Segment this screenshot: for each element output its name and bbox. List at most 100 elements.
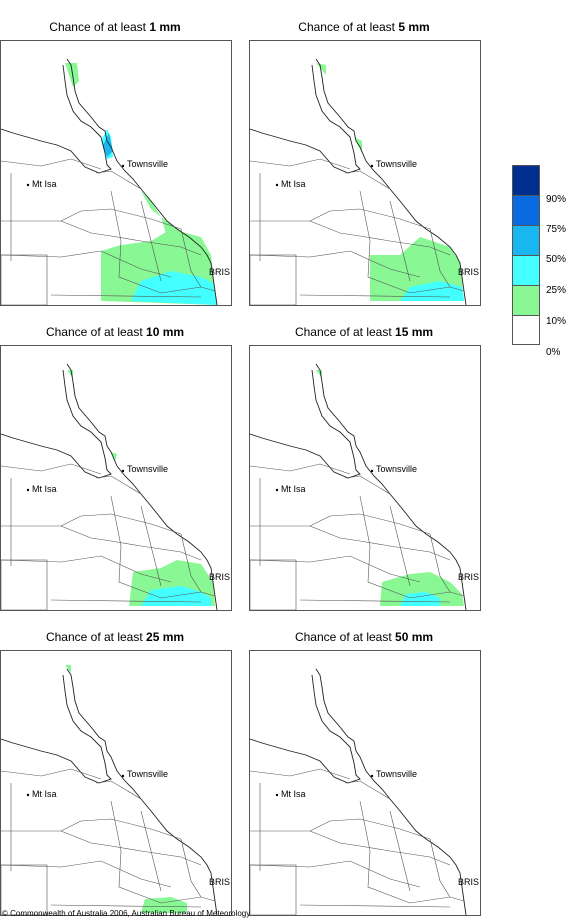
district-boundary bbox=[95, 170, 142, 190]
probability-field bbox=[65, 665, 71, 673]
district-boundary bbox=[250, 818, 431, 840]
panel-title-amount: 10 mm bbox=[146, 325, 185, 339]
border-inset bbox=[250, 559, 297, 610]
district-boundary bbox=[309, 525, 451, 561]
label-mt-isa: Mt Isa bbox=[32, 789, 57, 799]
mtisa-dot bbox=[275, 488, 279, 492]
townsville-dot bbox=[121, 774, 125, 778]
district-boundary bbox=[1, 555, 172, 583]
panel-title-amount: 15 mm bbox=[395, 325, 434, 339]
district-boundary bbox=[95, 780, 142, 800]
district-boundary bbox=[50, 904, 202, 908]
panel-title-6: Chance of at least 50 mm bbox=[249, 630, 479, 644]
district-boundary bbox=[140, 200, 162, 282]
label-townsville: Townsville bbox=[376, 464, 418, 474]
coastline-west bbox=[250, 674, 361, 784]
district-boundary bbox=[389, 810, 411, 892]
probability-field bbox=[400, 281, 464, 301]
probability-field bbox=[65, 63, 79, 87]
map-panel-2: Townsville Mt Isa BRIS bbox=[249, 40, 481, 306]
district-boundary bbox=[250, 768, 351, 780]
district-boundary bbox=[1, 818, 182, 840]
district-boundary bbox=[250, 463, 351, 475]
map-panel-1: Townsville Mt Isa BRIS bbox=[0, 40, 232, 306]
district-boundary bbox=[110, 190, 216, 294]
label-bris: BRIS bbox=[209, 267, 231, 277]
district-boundary bbox=[250, 860, 421, 888]
legend-label-10: 10% bbox=[546, 316, 567, 327]
district-boundary bbox=[1, 208, 182, 230]
legend-label-75: 75% bbox=[546, 224, 567, 235]
district-boundary bbox=[180, 533, 202, 593]
district-boundary bbox=[180, 838, 202, 898]
label-mt-isa: Mt Isa bbox=[32, 179, 57, 189]
legend-swatch-75 bbox=[512, 195, 540, 225]
probability-field bbox=[354, 137, 362, 153]
townsville-dot bbox=[121, 469, 125, 473]
district-boundary bbox=[140, 505, 162, 587]
legend bbox=[512, 165, 540, 345]
mtisa-dot bbox=[26, 793, 30, 797]
district-boundary bbox=[389, 505, 411, 587]
district-boundary bbox=[60, 525, 202, 561]
mtisa-dot bbox=[275, 793, 279, 797]
district-boundary bbox=[60, 220, 202, 256]
label-townsville: Townsville bbox=[376, 159, 418, 169]
legend-label-25: 25% bbox=[546, 285, 567, 296]
mtisa-dot bbox=[26, 183, 30, 187]
district-boundary bbox=[1, 463, 102, 475]
district-boundary bbox=[344, 475, 391, 495]
district-boundary bbox=[299, 904, 451, 908]
district-boundary bbox=[359, 495, 465, 599]
coastline bbox=[66, 668, 218, 915]
coastline-west bbox=[1, 64, 112, 174]
border-inset bbox=[1, 864, 48, 915]
panel-title-amount: 50 mm bbox=[395, 630, 434, 644]
panel-title-prefix: Chance of at least bbox=[298, 20, 399, 34]
label-townsville: Townsville bbox=[127, 464, 169, 474]
district-boundary bbox=[299, 294, 451, 298]
label-bris: BRIS bbox=[458, 267, 480, 277]
probability-field bbox=[161, 217, 181, 241]
townsville-dot bbox=[370, 164, 374, 168]
district-boundary bbox=[429, 838, 451, 898]
coastline-west bbox=[250, 369, 361, 479]
label-mt-isa: Mt Isa bbox=[281, 789, 306, 799]
district-boundary bbox=[180, 228, 202, 288]
townsville-dot bbox=[370, 774, 374, 778]
panel-title-prefix: Chance of at least bbox=[45, 325, 147, 339]
probability-field bbox=[141, 191, 161, 217]
panel-title-1: Chance of at least 1 mm bbox=[0, 20, 230, 34]
district-boundary bbox=[299, 599, 451, 603]
border-inset bbox=[1, 559, 48, 610]
label-bris: BRIS bbox=[458, 572, 480, 582]
district-boundary bbox=[359, 190, 465, 294]
district-boundary bbox=[1, 250, 172, 278]
district-boundary bbox=[344, 780, 391, 800]
legend-label-0: 0% bbox=[546, 347, 561, 358]
label-bris: BRIS bbox=[458, 877, 480, 887]
coastline-west bbox=[1, 369, 112, 479]
map-panel-3: Townsville Mt Isa BRIS bbox=[0, 345, 232, 611]
coastline-west bbox=[250, 64, 361, 174]
legend-swatch-25 bbox=[512, 255, 540, 285]
label-bris: BRIS bbox=[209, 572, 231, 582]
label-mt-isa: Mt Isa bbox=[32, 484, 57, 494]
legend-swatch-0 bbox=[512, 315, 540, 345]
mtisa-dot bbox=[275, 183, 279, 187]
coastline bbox=[315, 58, 467, 305]
border-inset bbox=[1, 254, 48, 305]
label-mt-isa: Mt Isa bbox=[281, 179, 306, 189]
coastline-west bbox=[1, 674, 112, 784]
label-mt-isa: Mt Isa bbox=[281, 484, 306, 494]
district-boundary bbox=[95, 475, 142, 495]
legend-label-90: 90% bbox=[546, 194, 567, 205]
legend-swatch-90 bbox=[512, 165, 540, 195]
label-townsville: Townsville bbox=[127, 769, 169, 779]
probability-field bbox=[103, 133, 113, 157]
district-boundary bbox=[1, 768, 102, 780]
district-boundary bbox=[250, 158, 351, 170]
townsville-dot bbox=[121, 164, 125, 168]
panel-title-prefix: Chance of at least bbox=[45, 630, 147, 644]
district-boundary bbox=[429, 228, 451, 288]
